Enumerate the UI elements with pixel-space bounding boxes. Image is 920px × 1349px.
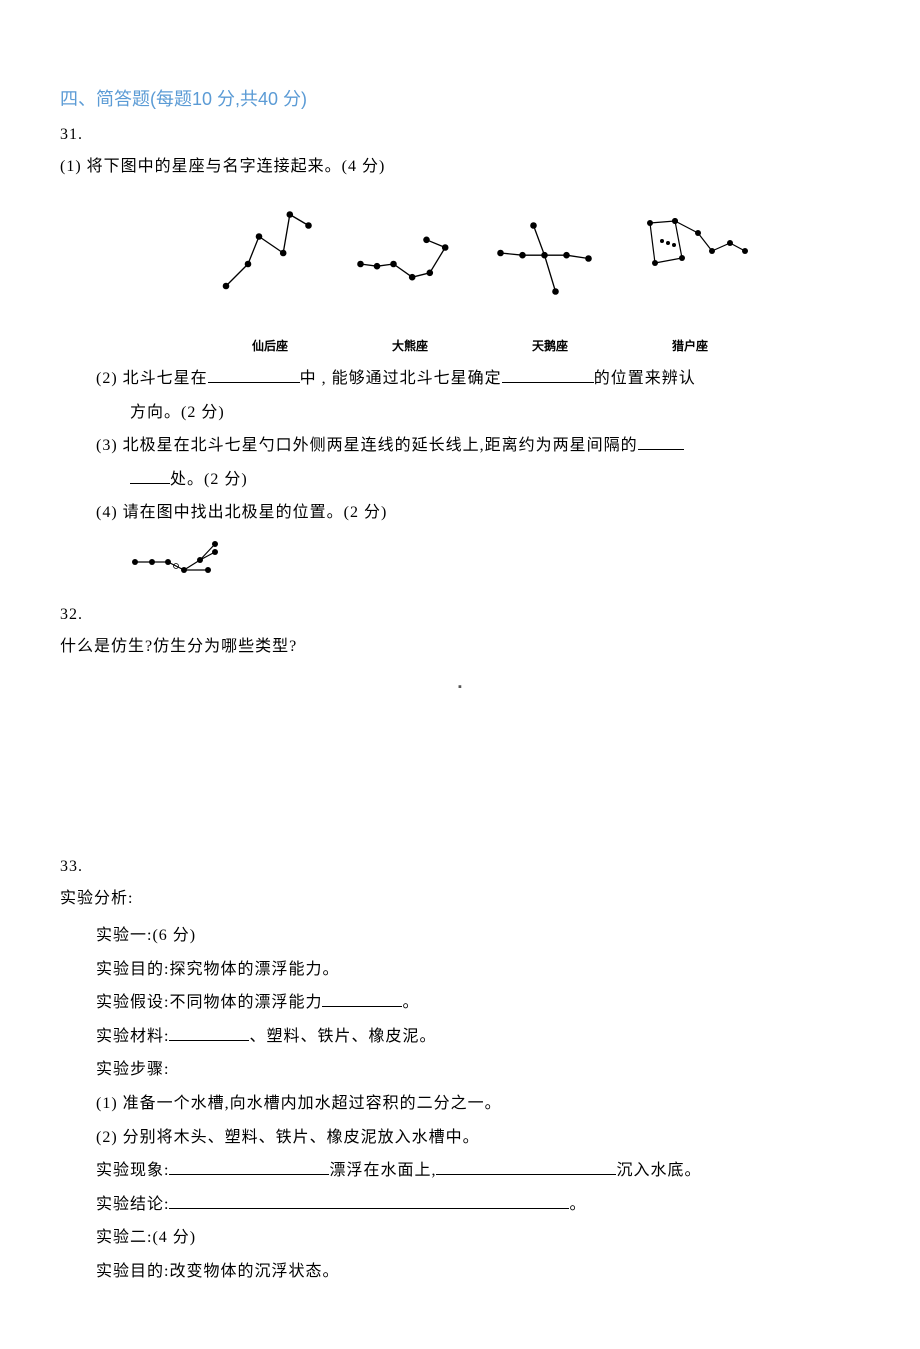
exp1-phenom: 实验现象: 漂浮在水面上, 沉入水底。 <box>60 1154 860 1188</box>
blank[interactable] <box>169 1191 569 1209</box>
exp1-hyp-b: 。 <box>402 994 419 1011</box>
exp1-steps: 实验步骤: <box>60 1053 860 1087</box>
blank[interactable] <box>208 365 300 383</box>
constellation-1 <box>200 198 340 308</box>
constellation-4 <box>620 198 760 308</box>
exp1-mat-b: 、塑料、铁片、橡皮泥。 <box>249 1028 436 1045</box>
blank[interactable] <box>169 1023 249 1041</box>
q31-part3-b: 处。(2 分) <box>170 471 248 488</box>
q31-part4: (4) 请在图中找出北极星的位置。(2 分) <box>60 496 860 530</box>
blank[interactable] <box>322 989 402 1007</box>
constellation-2 <box>340 198 480 308</box>
exp1-con-a: 实验结论: <box>96 1196 169 1213</box>
blank[interactable] <box>169 1157 329 1175</box>
label-tiane: 天鹅座 <box>480 337 620 354</box>
q32-text: 什么是仿生?仿生分为哪些类型? <box>60 631 824 663</box>
q31-part3-a: (3) 北极星在北斗七星勺口外侧两星连线的延长线上,距离约为两星间隔的 <box>96 437 638 454</box>
exp1-mat-a: 实验材料: <box>96 1028 169 1045</box>
blank[interactable] <box>638 432 684 450</box>
q33-number: 33. <box>60 851 92 883</box>
exp1-ph-c: 沉入水底。 <box>616 1162 701 1179</box>
exp1-con-b: 。 <box>569 1196 586 1213</box>
q32-number: 32. <box>60 599 92 631</box>
exp1-purpose: 实验目的:探究物体的漂浮能力。 <box>60 953 860 987</box>
q31-part2: (2) 北斗七星在 中 , 能够通过北斗七星确定 的位置来辨认 <box>60 362 860 396</box>
q31: 31. (1) 将下图中的星座与名字连接起来。(4 分) <box>60 119 860 183</box>
exp1-step1: (1) 准备一个水槽,向水槽内加水超过容积的二分之一。 <box>60 1087 860 1121</box>
constellation-row <box>100 193 860 313</box>
q31-part2-b: 中 , 能够通过北斗七星确定 <box>300 370 502 387</box>
label-liehu: 猎户座 <box>620 337 760 354</box>
q31-part2-d: 方向。(2 分) <box>60 396 860 430</box>
blank[interactable] <box>436 1157 616 1175</box>
q31-part3: (3) 北极星在北斗七星勺口外侧两星连线的延长线上,距离约为两星间隔的 <box>60 429 860 463</box>
exp1-ph-b: 漂浮在水面上, <box>329 1162 436 1179</box>
exp1-hypothesis: 实验假设:不同物体的漂浮能力 。 <box>60 986 860 1020</box>
exp1-title: 实验一:(6 分) <box>60 919 860 953</box>
exp1-hyp-a: 实验假设:不同物体的漂浮能力 <box>96 994 322 1011</box>
section-title: 四、简答题(每题10 分,共40 分) <box>60 85 860 111</box>
constellation-labels: 仙后座 大熊座 天鹅座 猎户座 <box>100 337 860 354</box>
exp1-materials: 实验材料: 、塑料、铁片、橡皮泥。 <box>60 1020 860 1054</box>
q31-part2-c: 的位置来辨认 <box>594 370 696 387</box>
q31-part2-a: (2) 北斗七星在 <box>96 370 208 387</box>
q31-part1: (1) 将下图中的星座与名字连接起来。(4 分) <box>60 151 824 183</box>
q33: 33. 实验分析: <box>60 851 860 915</box>
q33-text: 实验分析: <box>60 883 824 915</box>
page-marker: ▪ <box>60 681 860 693</box>
q32: 32. 什么是仿生?仿生分为哪些类型? <box>60 599 860 663</box>
label-daxiong: 大熊座 <box>340 337 480 354</box>
blank[interactable] <box>130 466 170 484</box>
exp1-conclusion: 实验结论: 。 <box>60 1188 860 1222</box>
q31-number: 31. <box>60 119 92 151</box>
label-xianhou: 仙后座 <box>200 337 340 354</box>
exp2-title: 实验二:(4 分) <box>60 1221 860 1255</box>
polaris-figure <box>60 536 860 589</box>
exp2-purpose: 实验目的:改变物体的沉浮状态。 <box>60 1255 860 1289</box>
exp1-step2: (2) 分别将木头、塑料、铁片、橡皮泥放入水槽中。 <box>60 1121 860 1155</box>
q31-part3-line2: 处。(2 分) <box>60 463 860 497</box>
exp1-ph-a: 实验现象: <box>96 1162 169 1179</box>
blank[interactable] <box>502 365 594 383</box>
constellation-3 <box>480 198 620 308</box>
